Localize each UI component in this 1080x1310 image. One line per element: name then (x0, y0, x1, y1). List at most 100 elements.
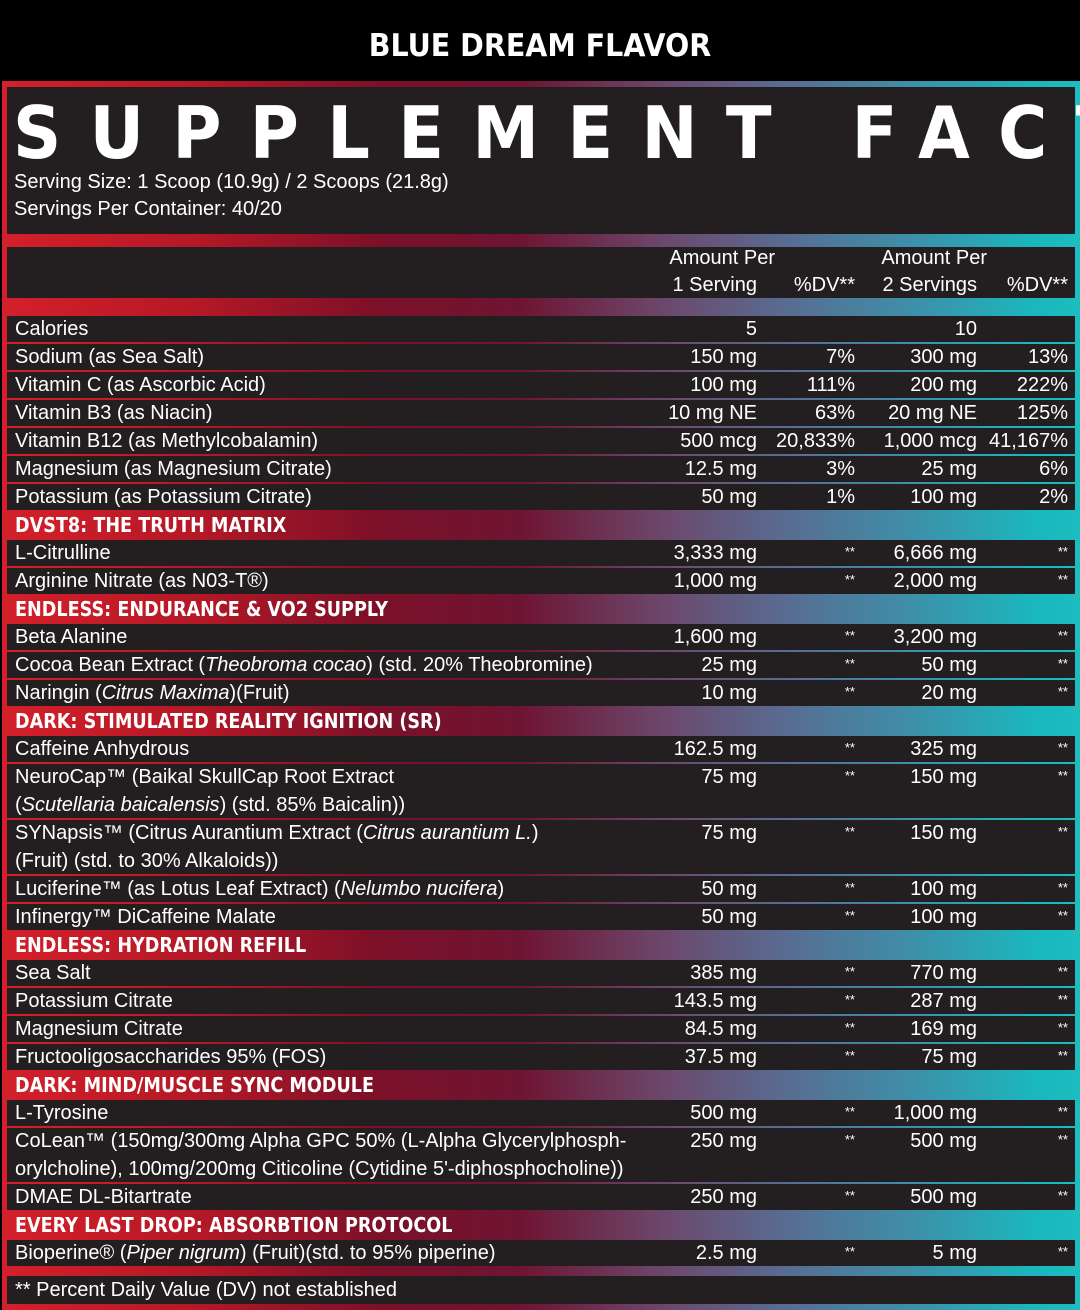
name-part: Luciferine™ (as Lotus Leaf Extract) ( (15, 878, 341, 900)
amount-1-serving: 37.5 mg (684, 1046, 757, 1068)
table-row: Naringin (Citrus Maxima)(Fruit) 10 mg ** 20… (7, 680, 1075, 706)
dv-1-serving: ** (844, 656, 855, 671)
ingredient-name: Beta Alanine (15, 626, 128, 648)
ingredient-name: Fructooligosaccharides 95% (FOS) (15, 1046, 327, 1068)
amount-2-servings: 287 mg (910, 990, 977, 1012)
amount-1-serving: 25 mg (701, 654, 757, 676)
amount-2-servings: 5 mg (932, 1242, 977, 1264)
table-row: Vitamin B12 (as Methylcobalamin) 500 mcg 2… (7, 428, 1075, 454)
ingredient-name: L-Citrulline (15, 542, 111, 564)
table-row: SYNapsis™ (Citrus Aurantium Extract (Cit… (7, 820, 1075, 874)
amount-1-serving: 5 (745, 318, 757, 340)
amount-1-serving: 1,000 mg (673, 570, 757, 592)
dv-1-serving: ** (844, 544, 855, 559)
amount-1-serving: 385 mg (690, 962, 757, 984)
dv-1-serving: ** (844, 768, 855, 783)
dv-2-servings: ** (1057, 768, 1068, 783)
amount2-header-line2: 2 Servings (882, 274, 978, 296)
serving-size: Serving Size: 1 Scoop (10.9g) / 2 Scoops… (14, 171, 449, 193)
amount-2-servings: 325 mg (910, 738, 977, 760)
ingredient-name-line1: SYNapsis™ (Citrus Aurantium Extract (Cit… (15, 820, 539, 846)
dv-1-serving: ** (844, 1048, 855, 1063)
amount-1-serving: 10 mg NE (668, 402, 757, 424)
ingredient-name: L-Tyrosine (15, 1102, 109, 1124)
dv-2-servings: ** (1057, 824, 1068, 839)
dv-1-serving: ** (844, 740, 855, 755)
dv-2-servings: ** (1057, 684, 1068, 699)
ingredient-name: Potassium Citrate (15, 990, 173, 1012)
latin-name: Nelumbo nucifera (340, 878, 498, 900)
amount-2-servings: 100 mg (910, 878, 977, 900)
table-row: Magnesium (as Magnesium Citrate) 12.5 mg 3… (7, 456, 1075, 482)
dv-1-serving: ** (844, 992, 855, 1007)
dv-2-servings: 13% (1027, 346, 1068, 368)
dv-1-serving: 20,833% (776, 430, 855, 452)
table-row: L-Tyrosine 500 mg ** 1,000 mg ** (7, 1100, 1075, 1126)
ingredient-name: Vitamin B3 (as Niacin) (15, 402, 213, 424)
dv1-header: %DV** (793, 274, 855, 296)
dv-2-servings: ** (1057, 572, 1068, 587)
dv-1-serving: ** (844, 880, 855, 895)
dv-2-servings: ** (1057, 1132, 1068, 1147)
amount-1-serving: 75 mg (701, 822, 757, 844)
amount-2-servings: 200 mg (910, 374, 977, 396)
table-row: NeuroCap™ (Baikal SkullCap Root Extract (… (7, 764, 1075, 818)
amount-2-servings: 100 mg (910, 906, 977, 928)
amount-1-serving: 500 mg (690, 1102, 757, 1124)
name-part: )(Fruit) (229, 682, 290, 704)
latin-name: Citrus Maxima (101, 682, 230, 704)
ingredient-name-line1: CoLean™ (150mg/300mg Alpha GPC 50% (L-Al… (15, 1130, 627, 1152)
ingredient-name: Sea Salt (15, 962, 91, 984)
latin-name: Scutellaria baicalensis (21, 794, 220, 816)
name-part: Naringin ( (15, 682, 102, 704)
table-row: Magnesium Citrate 84.5 mg ** 169 mg ** (7, 1016, 1075, 1042)
dv-2-servings: 2% (1039, 486, 1068, 508)
dv-2-servings: ** (1057, 656, 1068, 671)
amount-2-servings: 10 (954, 318, 977, 340)
table-row: CoLean™ (150mg/300mg Alpha GPC 50% (L-Al… (7, 1128, 1075, 1182)
table-row: Beta Alanine 1,600 mg ** 3,200 mg ** (7, 624, 1075, 650)
dv-2-servings: 6% (1039, 458, 1068, 480)
ingredient-name-line1: NeuroCap™ (Baikal SkullCap Root Extract (15, 766, 395, 788)
table-row: Caffeine Anhydrous 162.5 mg ** 325 mg ** (7, 736, 1075, 762)
supplement-facts-title: SUPPLEMENT FACTS (13, 91, 1080, 175)
ingredient-name: Naringin (Citrus Maxima)(Fruit) (15, 680, 289, 706)
amount-2-servings: 25 mg (921, 458, 977, 480)
dv-2-servings: ** (1057, 908, 1068, 923)
name-part: ) (531, 822, 539, 844)
dv-1-serving: ** (844, 1188, 855, 1203)
amount-1-serving: 250 mg (690, 1186, 757, 1208)
section-header: DVST8: THE TRUTH MATRIX (15, 513, 287, 537)
amount-1-serving: 50 mg (701, 486, 757, 508)
flavor-title: BLUE DREAM FLAVOR (368, 28, 712, 64)
dv-1-serving: ** (844, 684, 855, 699)
table-row: L-Citrulline 3,333 mg ** 6,666 mg ** (7, 540, 1075, 566)
amount-1-serving: 12.5 mg (684, 458, 757, 480)
amount-2-servings: 150 mg (910, 822, 977, 844)
amount-1-serving: 500 mcg (680, 430, 757, 452)
amount-1-serving: 143.5 mg (673, 990, 757, 1012)
latin-name: Piper nigrum (126, 1242, 240, 1264)
name-part: ) (std. 85% Baicalin)) (219, 794, 406, 816)
dv-1-serving: ** (844, 908, 855, 923)
table-row: Vitamin C (as Ascorbic Acid) 100 mg 111% 20… (7, 372, 1075, 398)
amount-2-servings: 500 mg (910, 1186, 977, 1208)
ingredient-name: Arginine Nitrate (as N03-T®) (15, 570, 269, 592)
ingredient-name: Luciferine™ (as Lotus Leaf Extract) (Nel… (15, 876, 504, 902)
dv-1-serving: 1% (826, 486, 855, 508)
amount-1-serving: 162.5 mg (673, 738, 757, 760)
ingredient-name: Caffeine Anhydrous (15, 738, 190, 760)
amount1-header-line2: 1 Serving (672, 274, 758, 296)
dv2-header: %DV** (1006, 274, 1068, 296)
table-row: DMAE DL-Bitartrate 250 mg ** 500 mg ** (7, 1184, 1075, 1210)
amount-1-serving: 50 mg (701, 878, 757, 900)
section-header: ENDLESS: ENDURANCE & VO2 SUPPLY (15, 597, 389, 621)
table-row: Potassium (as Potassium Citrate) 50 mg 1% 1… (7, 484, 1075, 510)
dv-2-servings: ** (1057, 740, 1068, 755)
amount-2-servings: 6,666 mg (893, 542, 977, 564)
amount-1-serving: 2.5 mg (695, 1242, 757, 1264)
dv-1-serving: ** (844, 964, 855, 979)
dv-2-servings: 125% (1016, 402, 1068, 424)
ingredient-name-line2: (Fruit) (std. to 30% Alkaloids)) (15, 850, 279, 872)
dv-1-serving: ** (844, 1244, 855, 1259)
